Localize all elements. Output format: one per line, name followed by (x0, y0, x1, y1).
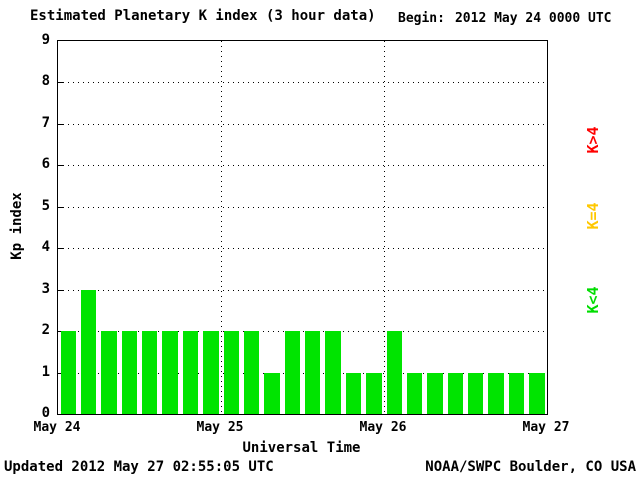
y-tick-mark (58, 123, 64, 125)
kp-bar (468, 372, 484, 414)
kp-bar (508, 372, 525, 414)
gridline-horizontal (58, 289, 547, 291)
legend-label-k-eq-4: K=4 (584, 202, 602, 230)
gridline-vertical (384, 41, 385, 414)
x-tick-label: May 25 (196, 420, 244, 435)
kp-bar (101, 331, 117, 414)
gridline-horizontal (58, 165, 547, 167)
y-tick-label: 4 (41, 239, 50, 256)
kp-bar (121, 331, 137, 414)
begin-value: 2012 May 24 0000 UTC (454, 11, 612, 26)
gridline-horizontal (58, 123, 547, 125)
legend-label-k-gt-4: K>4 (584, 126, 602, 154)
kp-bar (162, 331, 178, 414)
x-tick-label: May 26 (359, 420, 407, 435)
y-tick-label: 3 (41, 280, 50, 297)
y-tick-mark (58, 289, 64, 291)
kp-bar (305, 331, 321, 414)
chart-title: Estimated Planetary K index (3 hour data… (30, 8, 376, 24)
begin-label: Begin: (398, 11, 445, 26)
gridline-horizontal (58, 248, 547, 250)
y-tick-mark (58, 165, 64, 167)
source-attribution: NOAA/SWPC Boulder, CO USA (425, 459, 636, 475)
kp-bar (325, 331, 341, 414)
kp-bar (182, 331, 199, 414)
updated-timestamp: Updated 2012 May 27 02:55:05 UTC (4, 459, 274, 475)
kp-bar (529, 372, 545, 414)
x-axis-label: Universal Time (242, 440, 361, 456)
x-tick-label: May 24 (33, 420, 81, 435)
gridline-horizontal (58, 331, 547, 333)
gridline-horizontal (58, 372, 547, 374)
kp-bar (345, 372, 362, 414)
plot-area (57, 40, 548, 415)
kp-bar (447, 372, 463, 414)
y-tick-label: 0 (41, 405, 50, 421)
kp-bar (427, 372, 443, 414)
kp-bar (488, 372, 504, 414)
kp-bar (366, 372, 382, 414)
legend-label-k-lt-4: K<4 (584, 286, 602, 314)
x-tick-label: May 27 (522, 420, 570, 435)
gridline-vertical (221, 41, 222, 414)
y-tick-label: 2 (41, 322, 50, 339)
kp-bar (60, 331, 76, 414)
y-tick-label: 9 (41, 32, 50, 48)
kp-bar (386, 331, 402, 414)
kp-bar (264, 372, 280, 414)
kp-bar (142, 331, 158, 414)
kp-bar (284, 331, 300, 414)
y-tick-label: 8 (41, 73, 50, 90)
y-tick-label: 6 (41, 156, 50, 173)
kp-bar (243, 331, 260, 414)
y-tick-label: 7 (41, 114, 50, 131)
y-tick-mark (58, 82, 64, 84)
gridline-horizontal (58, 82, 547, 84)
y-tick-label: 1 (41, 363, 50, 380)
kp-bar (80, 289, 97, 414)
begin-time: Begin: 2012 May 24 0000 UTC (398, 11, 612, 26)
y-tick-mark (58, 206, 64, 208)
y-tick-label: 5 (41, 197, 50, 214)
y-tick-mark (58, 248, 64, 250)
kp-bar (406, 372, 423, 414)
kp-bar (223, 331, 239, 414)
gridline-horizontal (58, 206, 547, 208)
kp-bar (203, 331, 219, 414)
